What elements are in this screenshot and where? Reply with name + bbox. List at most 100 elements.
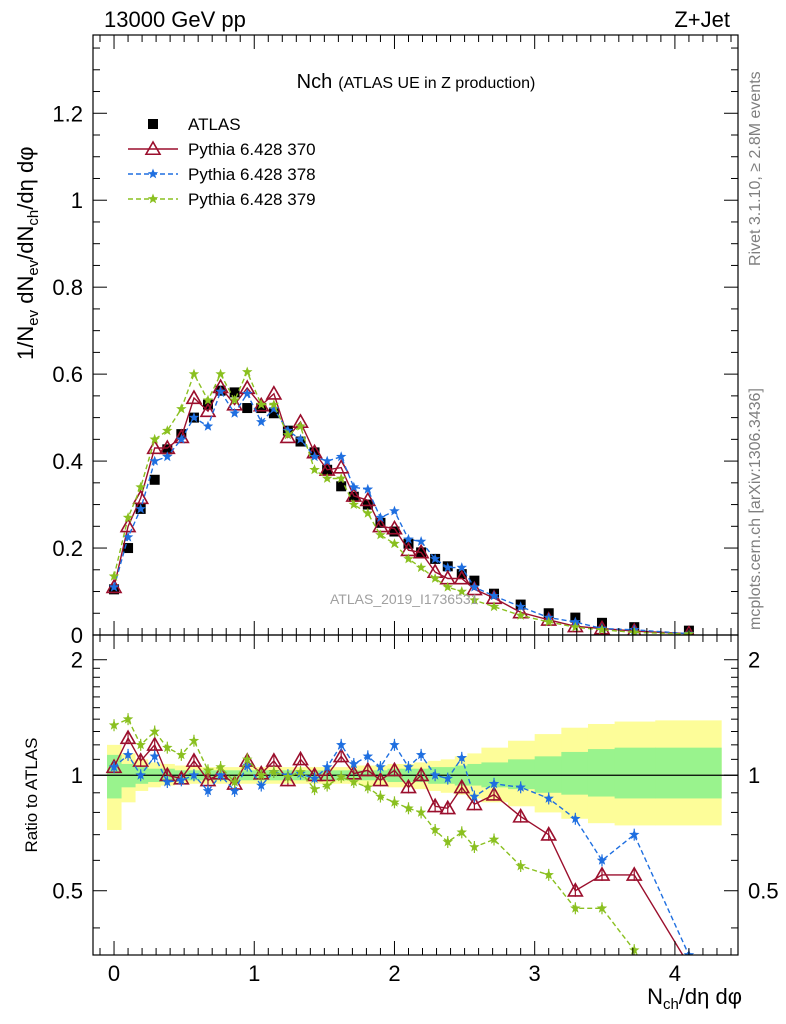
ratio-point	[202, 785, 214, 796]
ratio-point	[202, 764, 214, 775]
ratio-point	[543, 869, 554, 880]
data-point	[268, 408, 279, 419]
ratio-point	[400, 778, 417, 794]
ratio-point	[149, 726, 160, 736]
plot-title: Nch	[297, 71, 333, 93]
ratio-point	[488, 834, 500, 844]
y-axis-label: 1/Nev dNev/dNch/dη dφ	[13, 147, 42, 360]
legend-item-pythia-6-428-370: Pythia 6.428 370	[128, 140, 316, 159]
ratio-point	[108, 761, 120, 772]
ratio-point	[466, 795, 483, 811]
legend: ATLAS Pythia 6.428 370 Pythia 6.428 378 Pyt…	[128, 115, 316, 209]
plot-subtitle: (ATLAS UE in Z production)	[338, 75, 535, 92]
data-point	[442, 562, 453, 573]
header-left: 13000 GeV pp	[104, 7, 246, 32]
data-point	[202, 420, 214, 431]
ratio-point	[596, 902, 608, 913]
ratio-point	[188, 735, 200, 746]
ratio-point	[229, 776, 240, 787]
ratio-point	[309, 783, 320, 794]
legend-marker	[144, 140, 162, 156]
ratio-point	[596, 854, 608, 865]
ratio-point	[321, 780, 333, 790]
ratio-point	[256, 780, 267, 790]
data-point	[242, 366, 253, 377]
ratio-point	[362, 781, 374, 792]
ratio-point	[268, 766, 280, 777]
data-point	[242, 403, 253, 414]
ratio-plot-area	[105, 713, 695, 955]
ratio-y-axis-label: Ratio to ATLAS	[22, 738, 41, 853]
data-point	[389, 538, 400, 549]
data-point	[403, 533, 414, 544]
series-line	[113, 389, 689, 635]
ratio-point	[429, 769, 441, 780]
data-point	[386, 519, 403, 535]
tick-label: 1.2	[52, 101, 83, 126]
data-point	[162, 425, 173, 436]
legend-label: ATLAS	[188, 115, 241, 134]
ratio-point	[359, 761, 377, 777]
ratio-panel: 0 1 2 3 4 0.5 0.5 1 1 2 2 Ratio to ATLAS Nch/dη dφ	[22, 634, 779, 1013]
data-point	[229, 387, 240, 398]
ratio-point	[442, 836, 453, 847]
ratio-point	[122, 713, 134, 724]
main-panel: ATLAS_2019_I1736531 0 0.2 0.4 0.6 0.8 1 1.2 Nc…	[13, 34, 739, 648]
data-point	[389, 505, 400, 516]
y-axis-label-text: 1/Nev dNev/dNch/dη dφ	[13, 147, 42, 360]
data-point	[188, 368, 200, 379]
data-point	[268, 399, 280, 409]
data-point	[108, 581, 120, 592]
legend-marker	[147, 168, 159, 179]
ratio-point	[543, 792, 554, 803]
data-point	[362, 483, 374, 494]
main-plot-area	[105, 366, 695, 635]
rivet-label: Rivet 3.1.10, ≥ 2.8M events	[747, 71, 764, 266]
data-point	[309, 451, 320, 462]
ratio-point	[570, 813, 581, 824]
data-point	[348, 499, 359, 509]
ratio-point	[135, 739, 146, 750]
ratio-point	[485, 786, 503, 801]
data-point	[515, 601, 526, 612]
data-point	[123, 543, 134, 554]
ratio-point	[426, 797, 444, 813]
data-point	[336, 451, 347, 462]
ratio-point	[439, 799, 457, 815]
legend-item-pythia-6-428-379: Pythia 6.428 379	[128, 190, 316, 209]
ratio-axes: 0 1 2 3 4 0.5 0.5 1 1 2 2	[52, 635, 779, 986]
ratio-point	[119, 729, 137, 745]
data-point	[122, 512, 134, 523]
data-point	[442, 581, 453, 592]
tick-label: 1	[71, 188, 83, 213]
data-point	[162, 444, 173, 455]
data-point	[309, 464, 320, 475]
ratio-point	[122, 749, 134, 760]
legend-marker	[148, 119, 158, 129]
data-point	[570, 616, 581, 627]
data-point	[268, 403, 280, 414]
tick-label: 0.4	[52, 449, 83, 474]
data-point	[122, 531, 134, 542]
tick-label: 2	[388, 961, 400, 986]
ratio-point	[389, 796, 400, 807]
legend-label: Pythia 6.428 370	[188, 140, 316, 159]
data-point	[596, 624, 608, 635]
data-point	[469, 581, 480, 592]
data-point	[242, 388, 253, 399]
stat-uncertainty-band	[587, 749, 616, 797]
legend-label: Pythia 6.428 379	[188, 190, 316, 209]
stat-uncertainty-band	[561, 751, 589, 795]
ratio-point	[375, 761, 386, 772]
data-point	[162, 451, 173, 462]
data-point	[389, 526, 400, 537]
ratio-point	[429, 824, 441, 835]
ratio-point	[415, 749, 427, 760]
ratio-point	[412, 766, 430, 782]
series-pythia-6-428-378	[108, 386, 695, 635]
data-point	[146, 439, 164, 455]
data-point	[149, 455, 160, 466]
data-point	[256, 403, 267, 414]
ratio-point	[229, 785, 240, 796]
data-point	[215, 386, 226, 396]
